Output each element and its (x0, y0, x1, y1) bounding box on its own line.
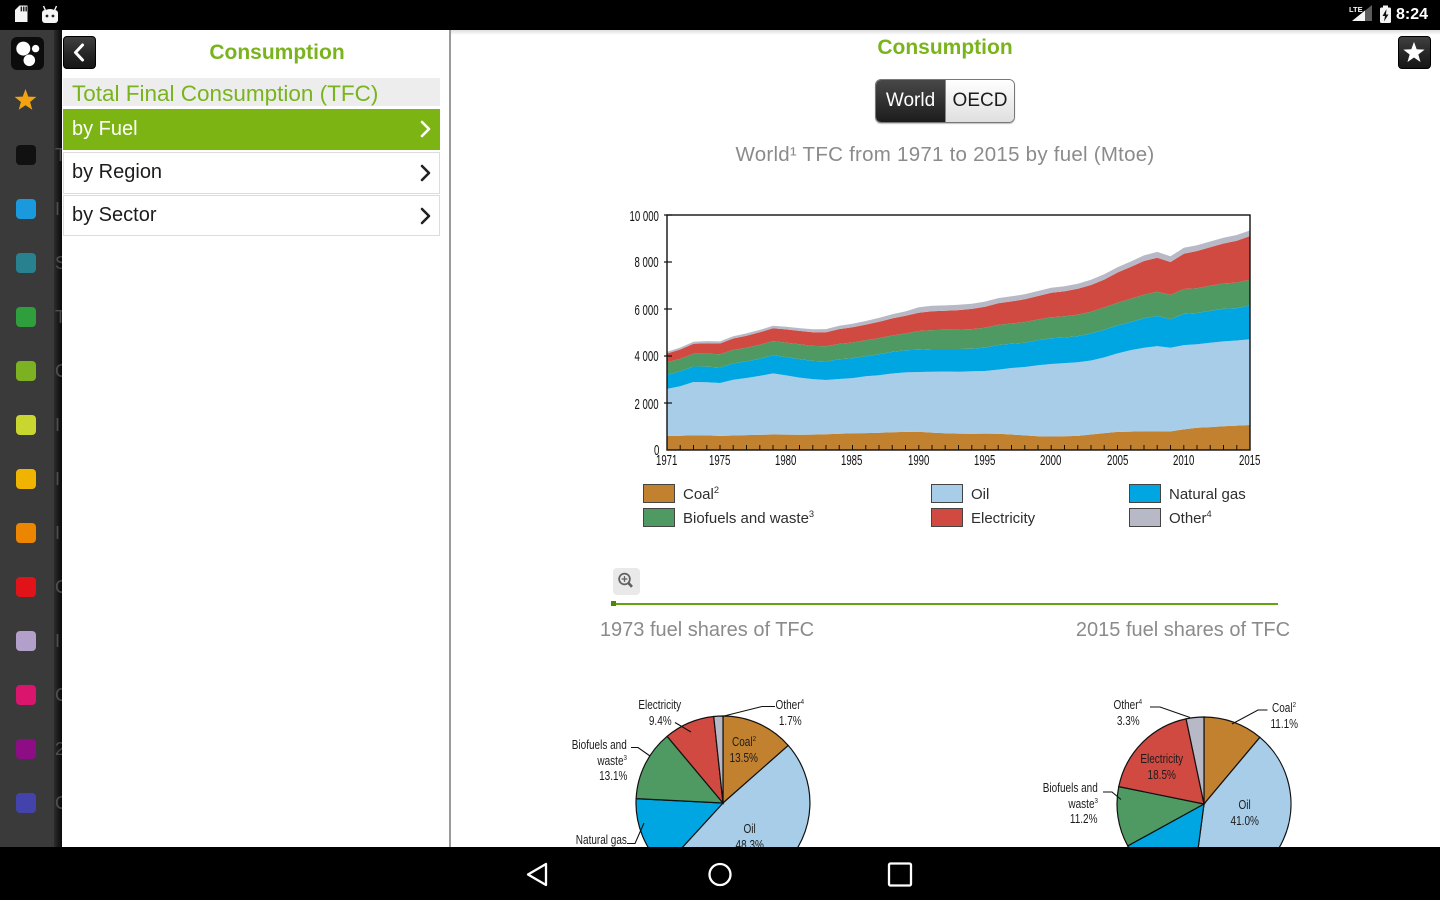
svg-text:LTE: LTE (1349, 5, 1363, 14)
